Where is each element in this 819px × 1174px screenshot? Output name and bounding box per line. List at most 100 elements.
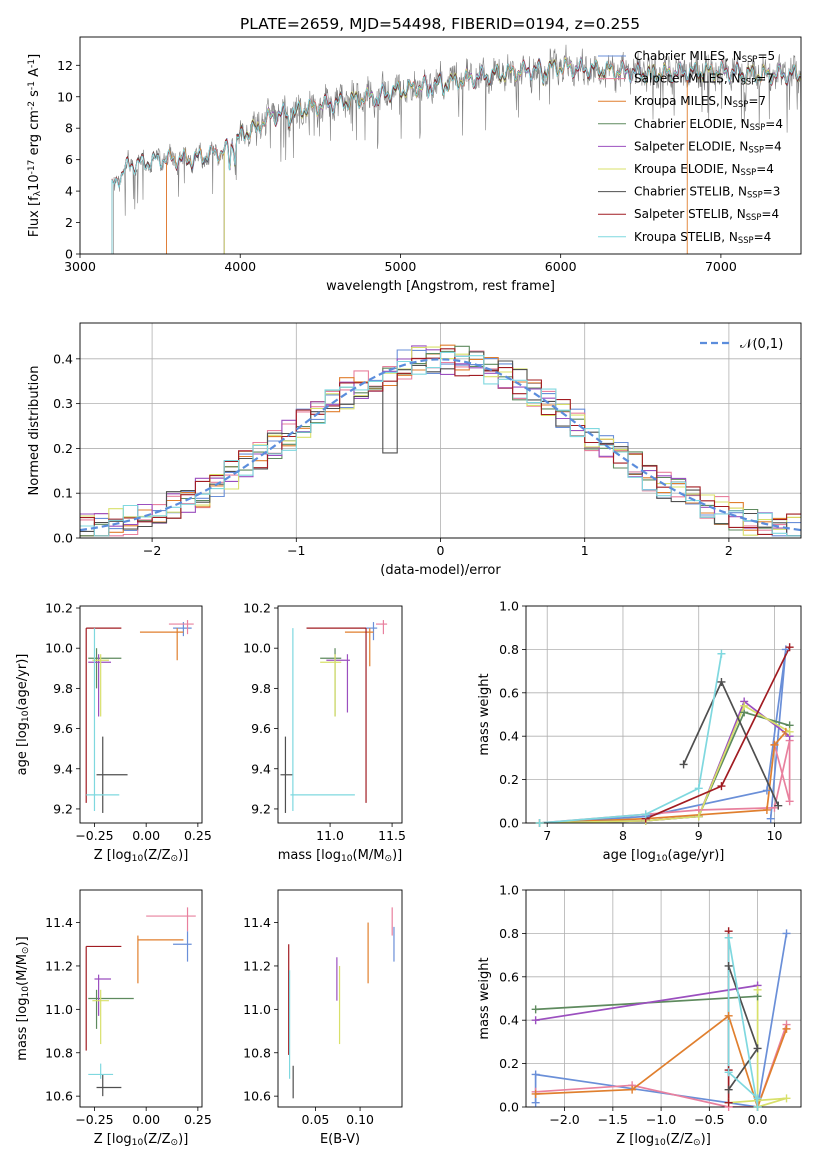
model-kroupa_miles [166,57,801,254]
y-tick-label: 0.8 [499,926,519,941]
text-span: (M/M [353,848,385,863]
x-tick-label: 0.25 [184,828,212,843]
text-span: SSP [741,77,757,87]
x-axis-label: age [log10(age/yr)] [603,848,725,864]
legend-label: Kroupa STELIB, NSSP=4 [634,230,771,245]
text-span: Kroupa ELODIE, N [634,162,741,176]
y-tick-label: 10 [57,89,73,104]
text-span: erg cm [27,110,42,159]
text-span: Salpeter MILES, N [634,72,741,86]
marker-salpeter_stelib [785,643,794,652]
plot-age-vs-z: −0.25 0.00 0.259.29.49.69.810.010.2Z [log1… [15,601,212,865]
y-tick-label: 10.8 [243,1045,271,1060]
text-span: SSP [747,190,763,200]
x-tick-label: 10 [767,828,783,843]
text-span: wavelength [Angstrom, rest frame] [326,279,555,294]
y-axis-label: mass weight [477,673,492,755]
text-span: SSP [733,99,749,109]
y-tick-label: 0.2 [499,772,519,787]
x-axis-label: E(B-V) [320,1132,360,1147]
text-span: 10 [132,1138,144,1148]
marker-kroupa_stelib [724,1068,733,1077]
weights-kroupa_stelib [539,653,723,823]
y-tick-label: 6 [65,152,73,167]
marker-chabrier_stelib [724,961,733,970]
marker-kroupa_stelib [753,1094,762,1103]
legend-label: Chabrier ELODIE, NSSP=4 [634,117,783,132]
text-span: )] [178,1132,188,1147]
y-axis-label: Normed distribution [27,366,42,496]
text-span: mass [log [15,998,30,1061]
axes-frame [277,605,403,824]
marker-kroupa_miles [782,1024,791,1033]
y-tick-label: 0.6 [499,685,519,700]
legend-label: Kroupa MILES, NSSP=7 [634,94,766,109]
text-span: SSP [750,122,766,132]
figure-title: PLATE=2659, MJD=54498, FIBERID=0194, z=0… [240,15,640,33]
text-span: =4 [765,117,783,131]
y-axis-label: mass [log10(M/M⊙)] [15,936,31,1060]
text-span: Z [log [94,848,132,863]
axes-frame [277,889,403,1108]
x-tick-label: −0.25 [75,1112,113,1127]
y-tick-label: 10.8 [45,1045,73,1060]
text-span: Chabrier STELIB, N [634,185,747,199]
marker-kroupa_stelib [717,649,726,658]
text-span: ⊙ [171,854,179,864]
model-salpeter_elodie [223,55,801,254]
text-span: mass weight [477,673,492,755]
text-span: age [log [603,848,656,863]
model-kroupa_stelib [111,58,801,254]
y-tick-label: 9.4 [53,761,73,776]
text-span: s [27,90,42,101]
marker-chabrier_miles [766,814,775,823]
text-span: 10 [656,854,668,864]
text-span: SSP [741,167,757,177]
text-span: -1 [27,81,37,90]
marker-chabrier_stelib [724,1085,733,1094]
marker-chabrier_miles [531,1098,540,1107]
x-tick-label: 0 [437,543,445,558]
y-tick-label: 8 [65,121,73,136]
x-tick-label: −2 [143,543,161,558]
text-span: λ [33,190,43,196]
marker-chabrier_miles [762,786,771,795]
text-span: A [27,68,42,81]
plot-area [280,620,388,813]
text-span: SSP [742,54,758,64]
plot-mass-vs-ebv: 0.05 0.10 10.6 10.8 11.0 11.2 11.4 E(B-V) [243,889,403,1147]
x-tick-label: −1 [287,543,305,558]
text-span: Salpeter ELODIE, N [634,139,748,153]
text-span: age [log [15,722,30,775]
plot-area [85,620,194,813]
y-tick-label: 9.4 [251,761,271,776]
marker-kroupa_stelib [694,784,703,793]
x-tick-label: −1.0 [646,1112,676,1127]
text-span: (data-model)/error [380,563,501,578]
legend-label: Salpeter ELODIE, NSSP=4 [634,139,782,154]
text-span: 10 [132,854,144,864]
text-span: )] [15,936,30,946]
y-tick-label: 1.0 [499,599,519,614]
text-span: SSP [748,144,764,154]
text-span: 𝒩(0,1) [740,337,783,352]
text-span: =3 [763,185,781,199]
marker-salpeter_elodie [531,1016,540,1025]
y-tick-label: 0.6 [499,969,519,984]
x-axis-label: mass [log10(M/M⊙)] [278,848,402,864]
weights-salpeter_elodie [535,984,758,1022]
marker-salpeter_stelib [717,782,726,791]
model-chabrier_miles [166,57,801,254]
x-axis-label: Z [log10(Z/Z⊙)] [94,848,189,864]
y-tick-label: 4 [65,184,73,199]
x-axis-label: (data-model)/error [380,563,501,578]
y-tick-label: 0.4 [499,1013,519,1028]
y-tick-label: 9.8 [53,681,73,696]
x-tick-label: 2 [725,543,733,558]
weights-kroupa_stelib [727,937,759,1107]
y-tick-label: 11.2 [243,958,271,973]
y-tick-label: 11.4 [45,915,73,930]
text-span: =7 [748,94,766,108]
marker-salpeter_stelib [724,1098,733,1107]
text-span: SSP [738,235,754,245]
